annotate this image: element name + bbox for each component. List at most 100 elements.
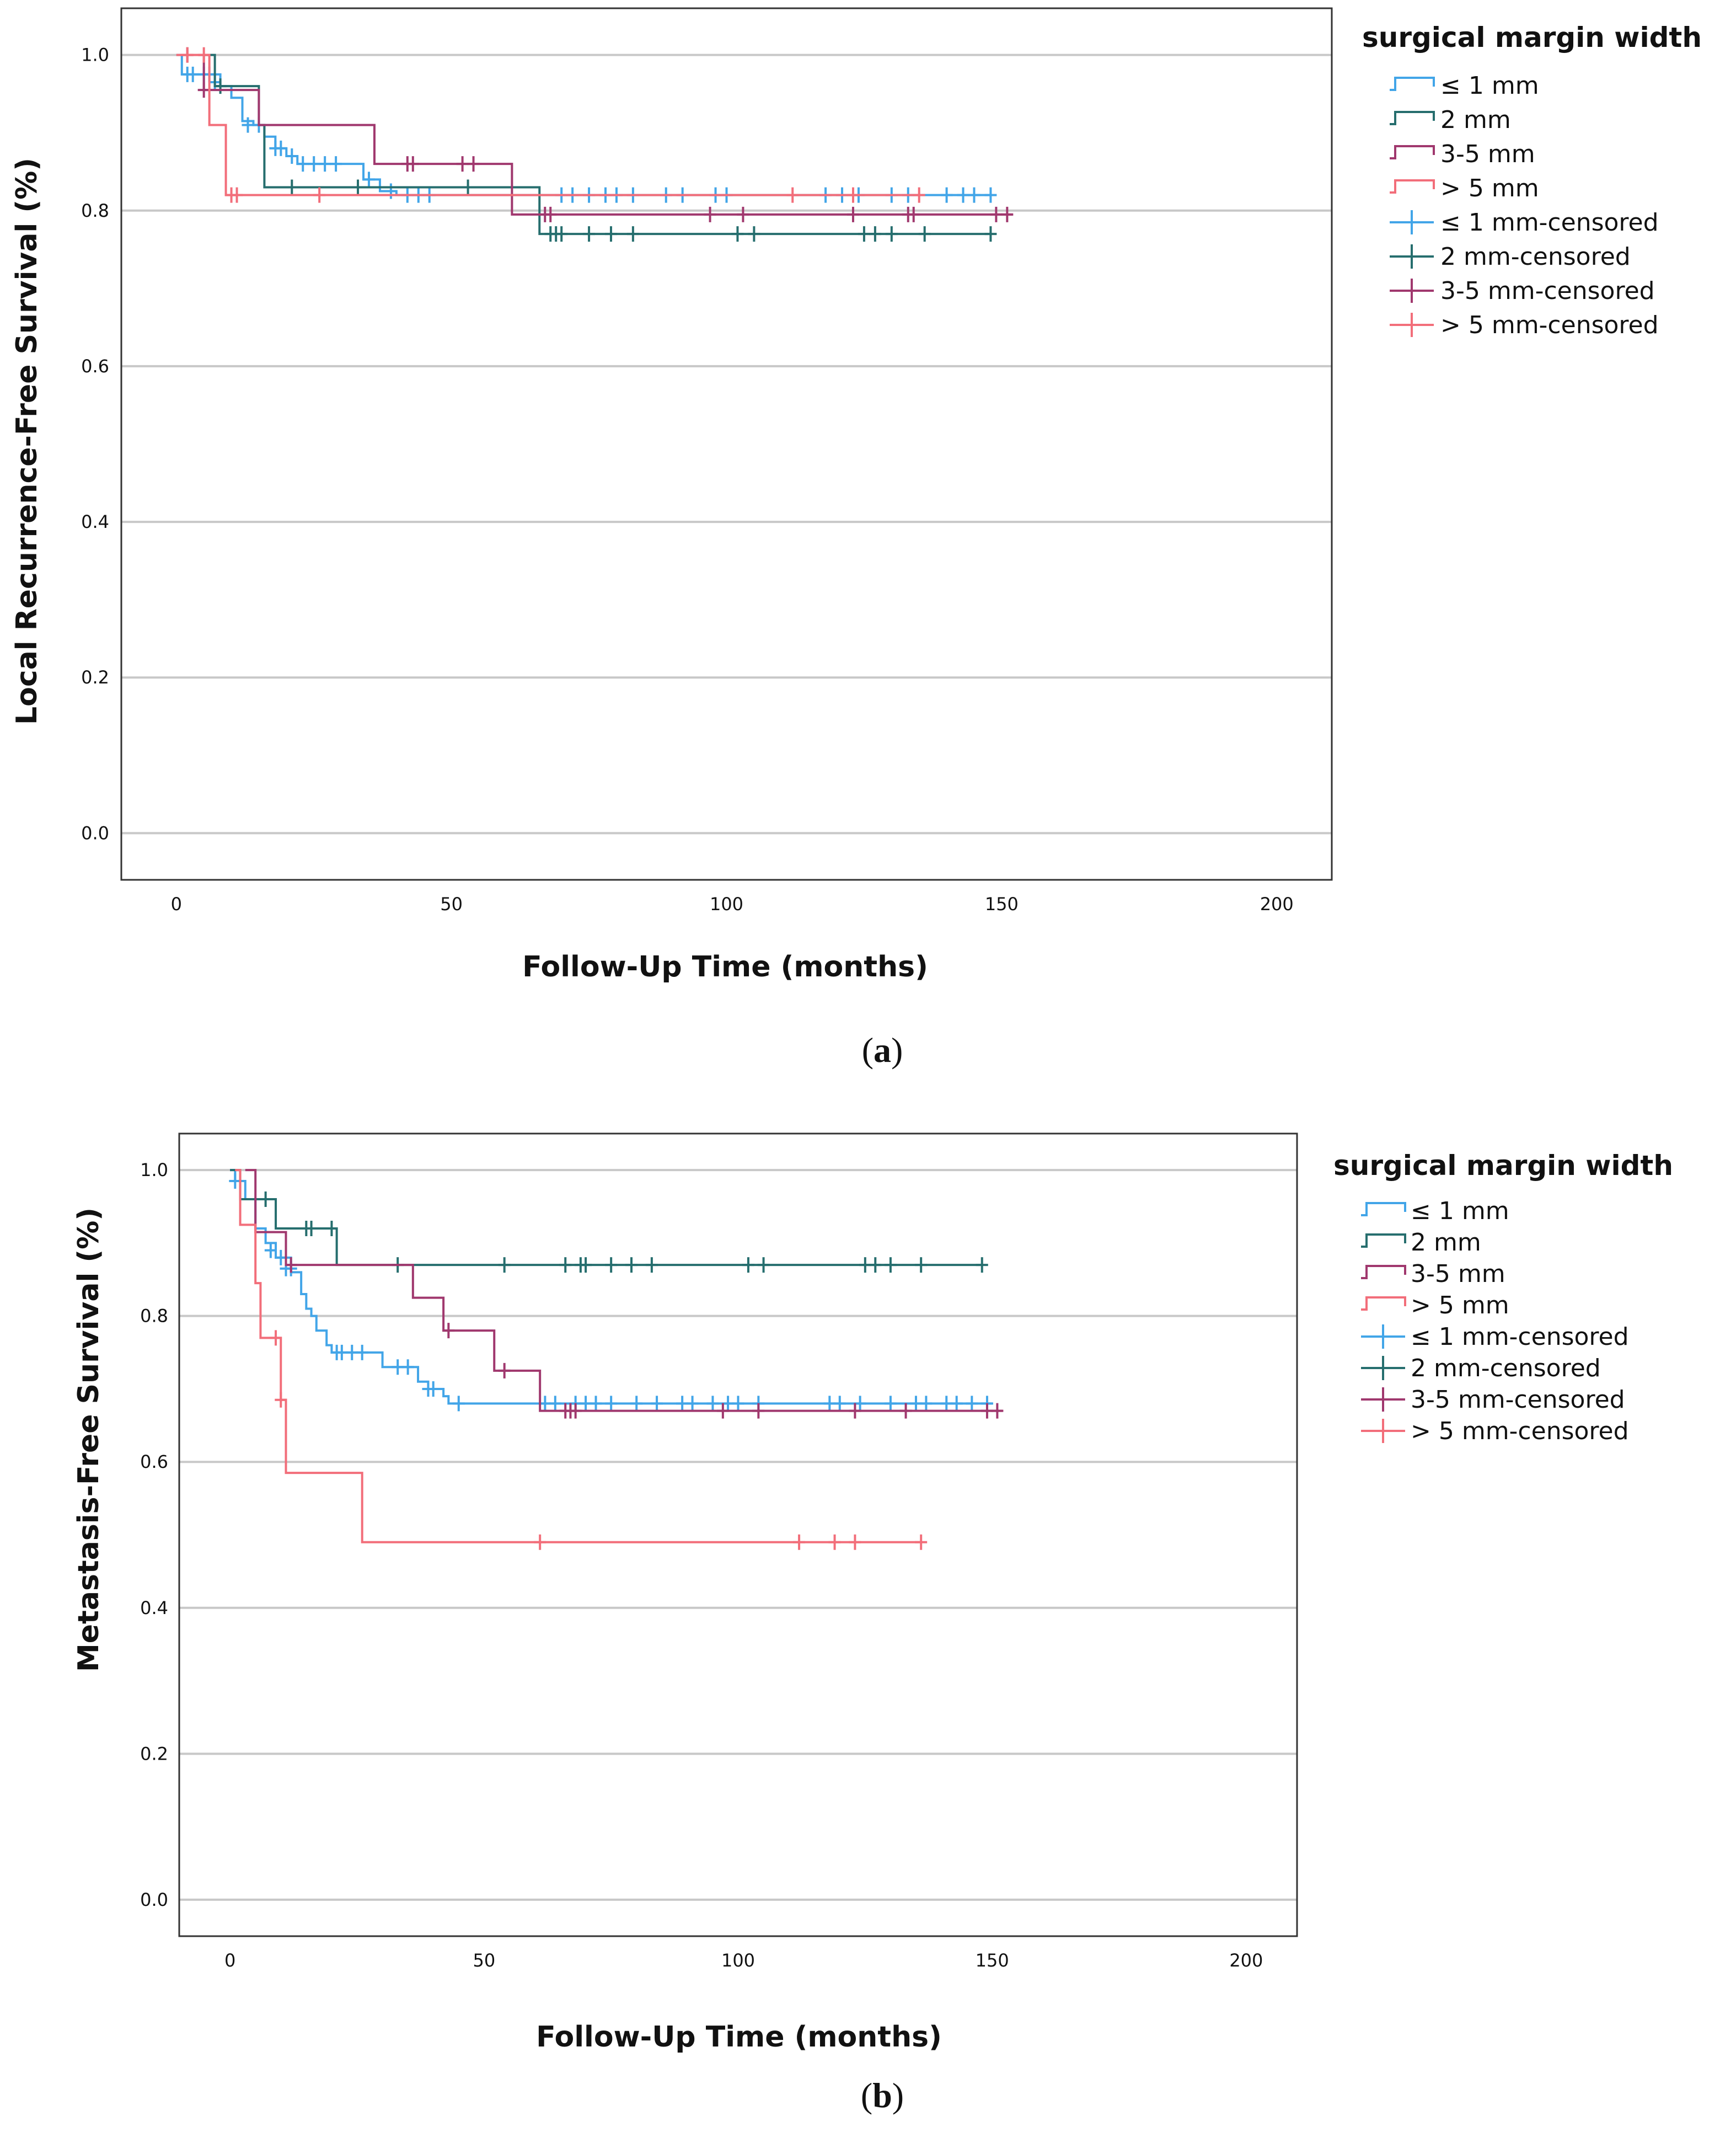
panel-b: 0.0 0.2 0.4 0.6 0.8 1.0 0 50 100 150 200 Follow-U…: [72, 1132, 1673, 2115]
censor-mark: [991, 1403, 1004, 1419]
series-line-3: [245, 1169, 1003, 1412]
x-tick-label: 150: [985, 894, 1019, 915]
censor-mark: [352, 179, 365, 195]
series-line-3: [198, 54, 1013, 216]
censor-mark: [786, 187, 799, 203]
x-tick-labels: 0 50 100 150 200: [224, 1950, 1263, 1971]
legend-item: 3-5 mm-censored: [1390, 277, 1655, 305]
legend-line-symbol: [1390, 145, 1435, 159]
censor-mark: [401, 1359, 414, 1375]
legend-item: 2 mm-censored: [1361, 1354, 1601, 1382]
censor-mark: [920, 1396, 933, 1412]
legend-item: 2 mm-censored: [1390, 243, 1631, 271]
censor-mark: [346, 1344, 358, 1360]
legend-label: > 5 mm-censored: [1440, 311, 1659, 339]
censor-mark: [984, 187, 997, 203]
censor-mark: [858, 226, 870, 242]
censor-mark: [231, 187, 243, 203]
y-tick-label: 0.2: [81, 667, 109, 688]
censor-mark: [884, 1396, 897, 1412]
x-tick-label: 200: [1260, 894, 1294, 915]
survival-curves: [229, 1169, 1004, 1550]
censor-mark: [950, 1396, 963, 1412]
censor-mark: [406, 156, 419, 172]
censor-mark: [849, 1534, 861, 1550]
legend-line-symbol: [1361, 1202, 1406, 1216]
censor-mark: [456, 156, 469, 172]
censor-mark: [676, 1396, 689, 1412]
panel-label-b: (b): [861, 2076, 904, 2115]
x-tick-label: 0: [224, 1950, 235, 1971]
censor-mark: [704, 206, 716, 222]
censor-mark: [605, 1257, 618, 1273]
censor-mark: [384, 183, 397, 199]
censor-mark: [849, 1403, 861, 1419]
panel-letter: b: [872, 2076, 892, 2115]
censor-mark: [335, 1344, 348, 1360]
x-axis-title: Follow-Up Time (months): [522, 950, 928, 984]
x-tick-label: 200: [1229, 1950, 1263, 1971]
censor-mark: [626, 226, 639, 242]
censor-mark: [286, 148, 298, 164]
legend: surgical margin width ≤ 1 mm 2 mm 3-5 mm > …: [1333, 1150, 1673, 1445]
y-tick-label: 0.8: [81, 200, 109, 221]
censor-mark: [1001, 206, 1014, 222]
censor-mark: [859, 1257, 871, 1273]
censor-mark: [793, 1534, 806, 1550]
y-axis-title: Local Recurrence-Free Survival (%): [10, 158, 44, 725]
legend: surgical margin width ≤ 1 mm 2 mm 3-5 mm > …: [1362, 22, 1702, 339]
legend-item: > 5 mm: [1390, 174, 1539, 202]
legend-label: 2 mm-censored: [1440, 243, 1631, 271]
legend-label: 2 mm: [1411, 1228, 1481, 1257]
y-tick-label: 0.0: [140, 1889, 168, 1910]
legend-line-symbol: [1361, 1296, 1406, 1311]
censor-mark: [270, 1330, 282, 1346]
censor-mark: [498, 1362, 511, 1378]
legend-label: 2 mm-censored: [1411, 1354, 1601, 1382]
legend-item: 3-5 mm: [1390, 140, 1535, 168]
y-tick-label: 0.8: [140, 1306, 168, 1327]
censor-mark: [308, 156, 320, 172]
panel-a: 0.0 0.2 0.4 0.6 0.8 1.0 0 50 100 150 200 Follow-U…: [10, 7, 1702, 1070]
legend-item: 3-5 mm: [1361, 1260, 1505, 1288]
censor-mark: [731, 226, 744, 242]
legend-label: > 5 mm: [1411, 1291, 1509, 1319]
x-tick-label: 0: [171, 894, 182, 915]
series-line-2: [230, 1169, 982, 1267]
legend-label: 3-5 mm: [1440, 140, 1535, 168]
censor-mark: [884, 1257, 897, 1273]
x-tick-label: 100: [721, 1950, 755, 1971]
survival-curves: [176, 47, 1014, 242]
censor-mark: [604, 226, 617, 242]
censor-mark: [732, 1396, 744, 1412]
legend-label: ≤ 1 mm: [1411, 1197, 1509, 1225]
censor-mark: [742, 1257, 754, 1273]
censor-mark: [909, 1396, 922, 1412]
censor-mark: [748, 226, 760, 242]
censor-mark: [980, 1403, 993, 1419]
censor-mark: [990, 206, 1003, 222]
censor-mark: [462, 179, 474, 195]
censor-mark: [544, 206, 557, 222]
censor-mark: [186, 66, 199, 82]
legend-item: 2 mm: [1361, 1228, 1481, 1257]
plot-frame: [178, 1132, 1298, 1937]
series-line-2: [203, 54, 991, 236]
y-tick-labels: 0.0 0.2 0.4 0.6 0.8 1.0: [140, 1159, 168, 1910]
censor-mark: [555, 226, 568, 242]
legend-line-symbol: [1390, 179, 1435, 194]
censor-mark: [968, 187, 980, 203]
censor-mark: [392, 1359, 404, 1375]
y-tick-label: 0.4: [140, 1597, 168, 1618]
censor-mark: [706, 1396, 719, 1412]
censor-mark: [757, 1257, 770, 1273]
censor-mark: [752, 1403, 765, 1419]
censor-mark: [915, 1534, 928, 1550]
censor-mark: [285, 1257, 297, 1273]
censor-mark: [264, 1242, 277, 1258]
censor-mark: [605, 1396, 618, 1412]
legend-censor-symbol: [1390, 244, 1434, 269]
censor-mark: [242, 117, 254, 133]
legend-label: 3-5 mm: [1411, 1260, 1505, 1288]
legend-item: > 5 mm-censored: [1390, 311, 1659, 339]
